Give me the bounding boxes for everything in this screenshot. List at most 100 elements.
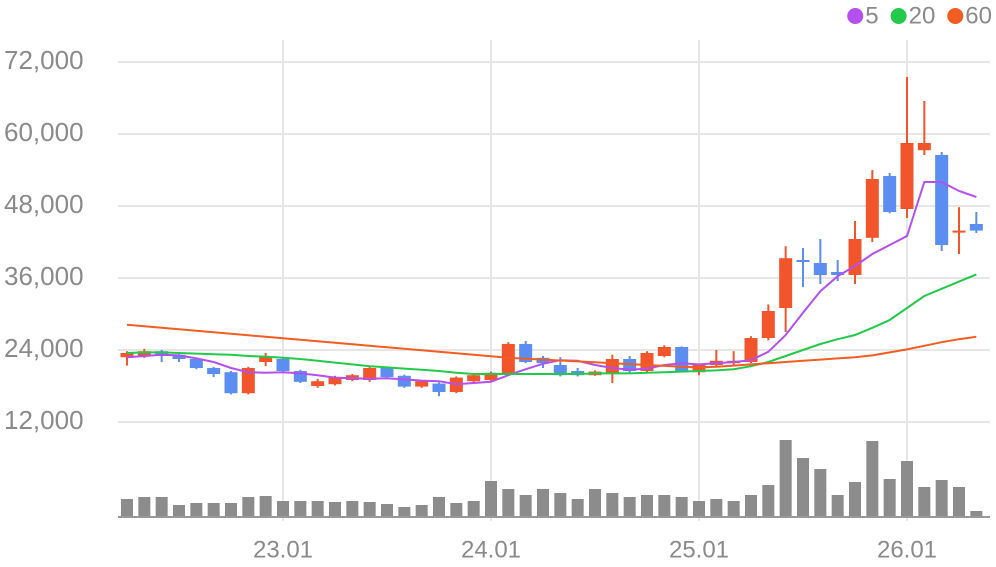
volume-bar — [589, 489, 601, 517]
volume-bar — [311, 501, 324, 517]
candle-body — [311, 381, 325, 386]
volume-bar — [277, 501, 289, 517]
volume-bar — [329, 502, 341, 517]
volume-bar — [207, 503, 220, 517]
candle-body — [363, 368, 377, 380]
volume-bar — [173, 505, 185, 517]
volume-bar — [242, 497, 255, 517]
volume-bar — [883, 479, 896, 517]
candle-body — [657, 347, 671, 356]
candle-body — [883, 176, 897, 212]
candle-body — [969, 224, 983, 231]
volume-bar — [346, 501, 359, 517]
ma-line — [126, 181, 977, 386]
candle-body — [501, 344, 515, 374]
candle-body — [189, 359, 203, 368]
candle-body — [207, 368, 221, 374]
candle-body — [900, 143, 914, 209]
volume-bar — [727, 501, 740, 517]
y-tick-label: 60,000 — [4, 117, 84, 147]
candle-body — [484, 372, 498, 380]
volume-bar — [537, 489, 549, 517]
legend-dot — [947, 8, 964, 24]
volume-bar — [433, 497, 445, 517]
candle-body — [293, 371, 307, 382]
candle-body — [397, 375, 411, 387]
candle-body — [796, 260, 810, 262]
volume-bar — [866, 441, 879, 517]
volume-bar — [398, 507, 411, 517]
volume-bar — [831, 495, 844, 517]
legend-dot — [890, 8, 907, 24]
volume-bar — [381, 504, 393, 517]
volume-bar — [415, 505, 428, 517]
volume-bar — [225, 503, 237, 517]
candle-body — [761, 311, 775, 338]
volume-bar — [554, 493, 567, 517]
candle-body — [224, 372, 238, 394]
volume-bar — [779, 440, 792, 517]
volume-bar — [259, 496, 272, 517]
candle-body — [432, 383, 446, 392]
volume-bar — [710, 499, 723, 517]
volume-bar — [606, 493, 619, 517]
candle-body — [917, 143, 931, 151]
volume-bar — [519, 495, 532, 517]
candle-body — [675, 347, 689, 371]
ma-line — [126, 273, 977, 375]
volume-bar — [190, 503, 203, 517]
volume-bar — [693, 501, 705, 517]
volume-bar — [658, 495, 671, 517]
ma-line — [126, 323, 977, 369]
candle-body — [952, 230, 966, 233]
volume-bar — [675, 497, 688, 517]
x-tick-label: 26.01 — [877, 536, 937, 563]
legend-label: 20 — [909, 2, 936, 29]
candle-body — [779, 258, 793, 308]
x-tick-label: 24.01 — [461, 536, 521, 563]
volume-bar — [918, 487, 931, 517]
candle-body — [276, 359, 290, 371]
candle-body — [519, 344, 533, 362]
volume-bar — [502, 489, 515, 517]
candle-body — [935, 155, 949, 245]
volume-bar — [485, 481, 497, 517]
candle-body — [848, 239, 862, 275]
candle-body — [259, 356, 273, 362]
y-tick-label: 36,000 — [4, 261, 84, 291]
volume-bar — [849, 482, 861, 517]
y-tick-label: 12,000 — [4, 405, 84, 435]
y-tick-label: 24,000 — [4, 333, 84, 363]
candle-body — [155, 351, 169, 356]
candle-body — [380, 368, 394, 377]
volume-bar — [138, 497, 151, 517]
candle-body — [241, 368, 255, 394]
volume-bar — [970, 511, 983, 517]
candle-body — [415, 381, 429, 387]
candle-body — [467, 375, 481, 382]
candle-body — [137, 351, 151, 356]
candle-body — [640, 353, 654, 371]
volume-bar — [762, 485, 775, 517]
candle-body — [813, 263, 827, 275]
candle-body — [172, 354, 186, 359]
candle-body — [865, 179, 879, 238]
candle-body — [744, 338, 758, 362]
legend-label: 5 — [865, 2, 878, 29]
volume-bar — [363, 502, 376, 517]
volume-bar — [745, 495, 757, 517]
volume-bar — [467, 501, 480, 517]
volume-bar — [294, 501, 307, 517]
x-tick-label: 23.01 — [253, 536, 313, 563]
volume-bar — [953, 487, 965, 517]
volume-bar — [121, 499, 133, 517]
volume-bar — [623, 497, 636, 517]
legend-dot — [847, 8, 864, 24]
candle-body — [553, 365, 567, 376]
candle-body — [831, 272, 845, 275]
volume-bar — [450, 503, 463, 517]
candle-body — [692, 365, 706, 373]
candle-body — [120, 353, 134, 358]
candle-body — [328, 377, 342, 385]
